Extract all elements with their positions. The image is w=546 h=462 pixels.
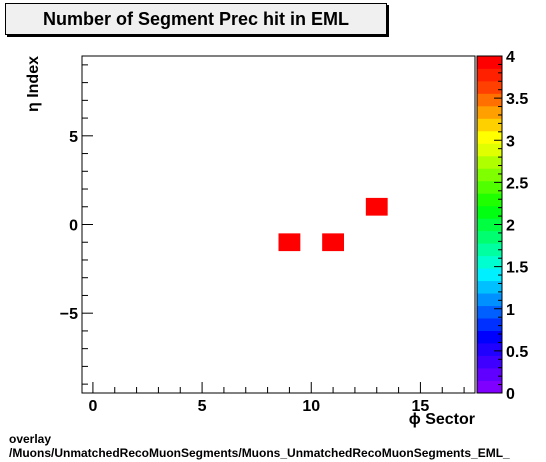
colorbar-tick-label-1: 0.5 — [506, 344, 528, 361]
heatmap-cell-1 — [322, 233, 344, 252]
x-axis-title: ϕ Sector — [409, 411, 475, 428]
colorbar-tick-label-6: 3 — [506, 133, 515, 150]
colorbar-tick-label-2: 1 — [506, 302, 515, 319]
colorbar-segment — [477, 193, 502, 207]
heatmap-cell-0 — [278, 233, 301, 252]
x-tick-label-3: 15 — [412, 398, 430, 415]
colorbar-tick-label-0: 0 — [506, 386, 515, 403]
colorbar-tick-label-3: 1.5 — [506, 260, 528, 277]
footer-line-1: overlay — [9, 432, 52, 446]
y-axis-title: η Index — [25, 56, 42, 112]
x-tick-label-2: 10 — [302, 398, 320, 415]
x-tick-label-0: 0 — [88, 398, 97, 415]
colorbar-segment — [477, 118, 502, 132]
heatmap-cell-2 — [365, 197, 388, 216]
colorbar-segment — [477, 56, 502, 69]
colorbar-segment — [477, 330, 502, 344]
colorbar-segment — [477, 268, 502, 282]
colorbar-segment — [477, 205, 502, 219]
colorbar-segment — [477, 243, 502, 257]
y-tick-label-2: 5 — [69, 129, 78, 146]
colorbar-segment — [477, 93, 502, 107]
colorbar-tick-label-7: 3.5 — [506, 91, 528, 108]
colorbar-segment — [477, 318, 502, 331]
colorbar-segment — [477, 168, 502, 182]
colorbar-segment — [477, 218, 502, 232]
colorbar-segment — [477, 230, 502, 244]
plot-frame — [81, 55, 476, 394]
y-tick-label-1: 0 — [69, 218, 78, 235]
colorbar-tick-label-4: 2 — [506, 218, 515, 235]
colorbar-segment — [477, 105, 502, 119]
colorbar-segment — [477, 343, 502, 356]
chart-title: Number of Segment Prec hit in EML — [5, 3, 387, 35]
footer-line-2: /Muons/UnmatchedRecoMuonSegments/Muons_U… — [9, 446, 510, 460]
colorbar-segment — [477, 143, 502, 157]
colorbar-segment — [477, 80, 502, 94]
colorbar-segment — [477, 130, 502, 144]
colorbar-tick-label-8: 4 — [506, 49, 515, 66]
colorbar-segment — [477, 155, 502, 169]
colorbar-segment — [477, 368, 502, 381]
colorbar-segment — [477, 305, 502, 319]
x-tick-label-1: 5 — [198, 398, 207, 415]
colorbar-segment — [477, 355, 502, 369]
colorbar-segment — [477, 293, 502, 307]
colorbar-tick-label-5: 2.5 — [506, 175, 528, 192]
colorbar-segment — [477, 255, 502, 269]
y-tick-label-0: −5 — [60, 306, 78, 323]
colorbar-segment — [477, 280, 502, 294]
colorbar-segment — [477, 380, 502, 394]
colorbar-segment — [477, 180, 502, 194]
colorbar-segment — [477, 68, 502, 82]
